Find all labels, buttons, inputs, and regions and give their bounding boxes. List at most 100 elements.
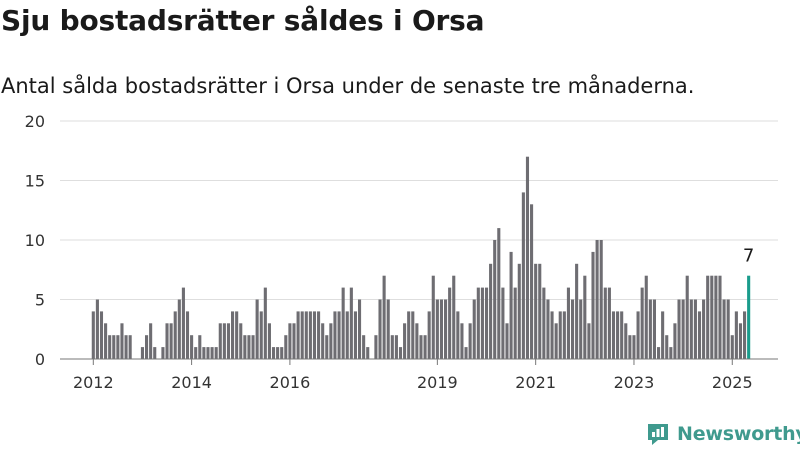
bar	[300, 311, 304, 359]
bar	[337, 311, 341, 359]
bar	[206, 347, 210, 359]
bar	[595, 240, 599, 359]
bar	[91, 311, 95, 359]
bar	[648, 299, 652, 359]
bar	[460, 323, 464, 359]
bar	[353, 311, 357, 359]
bar	[476, 287, 480, 359]
bar	[652, 299, 656, 359]
y-tick-label: 15	[25, 172, 45, 191]
bar	[431, 275, 435, 359]
bar	[534, 263, 538, 359]
bar	[497, 228, 501, 359]
bar	[603, 287, 607, 359]
bar	[632, 335, 636, 359]
bar	[288, 323, 292, 359]
page-title: Sju bostadsrätter såldes i Orsa	[1, 4, 485, 37]
bar	[198, 335, 202, 359]
bar	[329, 323, 333, 359]
bar	[697, 311, 702, 359]
bar	[702, 299, 706, 359]
bar	[411, 311, 415, 359]
bar	[538, 263, 542, 359]
bar	[570, 299, 575, 359]
bar	[493, 240, 497, 359]
bar	[439, 299, 444, 359]
bar	[525, 156, 530, 359]
bar	[308, 311, 312, 359]
bar	[435, 299, 439, 359]
y-tick-label: 20	[25, 112, 45, 131]
bar	[743, 311, 747, 359]
bar	[611, 311, 616, 359]
bar	[472, 299, 476, 359]
bar	[161, 347, 165, 359]
y-tick-label: 0	[35, 350, 45, 369]
bar	[718, 275, 722, 359]
x-tick-label: 2023	[614, 373, 655, 392]
y-tick-label: 5	[35, 291, 45, 310]
bar	[145, 335, 149, 359]
bar	[276, 347, 280, 359]
bar	[99, 311, 104, 359]
bar	[669, 347, 673, 359]
bar	[124, 335, 128, 359]
bar	[210, 347, 214, 359]
bar	[726, 299, 730, 359]
bar	[321, 323, 325, 359]
bar	[112, 335, 116, 359]
chart-subtitle: Antal sålda bostadsrätter i Orsa under d…	[1, 74, 695, 98]
bar	[554, 323, 558, 359]
bar	[218, 323, 222, 359]
brand-logo[interactable]: Newsworthy	[645, 420, 800, 448]
bar	[271, 347, 276, 359]
bar	[292, 323, 296, 359]
bar	[317, 311, 321, 359]
bar	[419, 335, 423, 359]
bar	[251, 335, 255, 359]
brand-name: Newsworthy	[677, 423, 800, 445]
bar	[333, 311, 337, 359]
bar	[558, 311, 562, 359]
bar	[239, 323, 243, 359]
x-tick-label: 2019	[417, 373, 458, 392]
bar	[468, 323, 472, 359]
bar	[546, 299, 550, 359]
bar	[665, 335, 669, 359]
bar	[202, 347, 206, 359]
bar	[423, 335, 427, 359]
bar	[681, 299, 685, 359]
x-tick-label: 2025	[712, 373, 753, 392]
bar	[657, 347, 661, 359]
bar	[521, 192, 525, 359]
bar	[714, 275, 718, 359]
bar	[730, 335, 734, 359]
bar	[456, 311, 460, 359]
x-tick-label: 2014	[171, 373, 212, 392]
bar	[181, 287, 185, 359]
bar	[579, 299, 583, 359]
bar	[108, 335, 112, 359]
bar	[284, 335, 288, 359]
bar	[509, 251, 513, 359]
bar	[194, 347, 198, 359]
bar	[452, 275, 456, 359]
bar	[378, 299, 382, 359]
bar	[628, 335, 632, 359]
bar	[116, 335, 120, 359]
bar	[325, 335, 329, 359]
highlight-value-label: 7	[743, 246, 754, 267]
bar	[349, 287, 353, 359]
bar	[403, 323, 407, 359]
bar	[374, 335, 378, 359]
bar	[247, 335, 251, 359]
bar	[386, 299, 390, 359]
bar	[710, 275, 714, 359]
bar	[149, 323, 153, 359]
bar	[517, 263, 521, 359]
bar	[706, 275, 710, 359]
bar	[685, 275, 689, 359]
bar	[616, 311, 620, 359]
bar	[214, 347, 218, 359]
bar	[583, 275, 587, 359]
